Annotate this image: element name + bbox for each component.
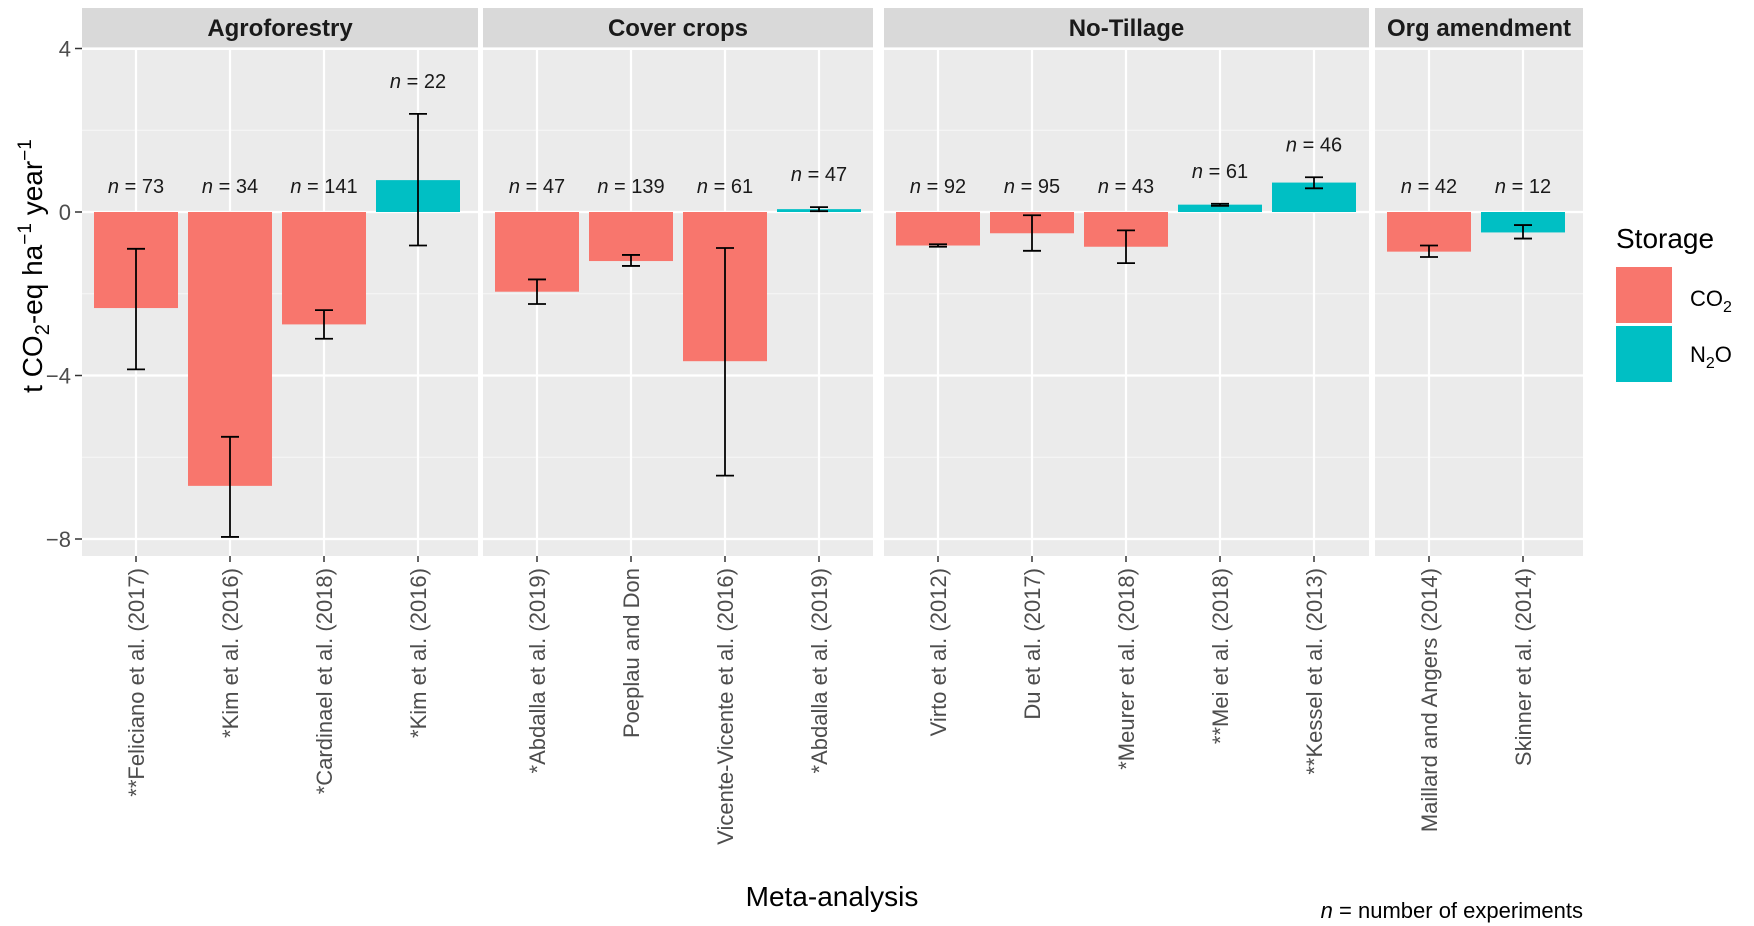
data-label: n = 139 — [597, 176, 664, 198]
data-label: n = 61 — [1192, 161, 1248, 183]
data-label: n = 141 — [290, 176, 357, 198]
x-tick-label: Skinner et al. (2014) — [1511, 568, 1536, 766]
panel-strip — [884, 8, 1369, 48]
data-label: n = 61 — [697, 176, 753, 198]
legend-label-n2o: N2O — [1690, 342, 1732, 372]
y-tick-label: 4 — [59, 37, 71, 62]
x-tick-label: *Kim et al. (2016) — [218, 568, 243, 738]
x-tick-label: *Kim et al. (2016) — [406, 568, 431, 738]
x-tick-label: **Kessel et al. (2013) — [1302, 568, 1327, 775]
data-label: n = 95 — [1004, 176, 1060, 198]
x-tick-label: **Feliciano et al. (2017) — [124, 568, 149, 797]
x-tick-label: Maillard and Angers (2014) — [1417, 568, 1442, 832]
y-tick-label: −8 — [46, 527, 71, 552]
panel-cover-crops: Cover crops n = 47 *Abdalla et al. (2019) n… — [483, 8, 873, 845]
x-tick-label: Virto et al. (2012) — [926, 568, 951, 736]
bar — [896, 212, 980, 246]
x-tick-label: Du et al. (2017) — [1020, 568, 1045, 720]
legend-swatch-n2o — [1616, 326, 1672, 382]
bar — [1481, 212, 1565, 233]
y-axis-title: t CO2-eq ha−1 year−1 — [15, 139, 54, 393]
panel-title: Agroforestry — [207, 15, 353, 42]
legend-title: Storage — [1616, 223, 1714, 254]
data-label: n = 34 — [202, 176, 258, 198]
panel-title: Cover crops — [608, 15, 748, 42]
n-footnote: n = number of experiments — [1321, 898, 1583, 923]
data-label: n = 92 — [910, 176, 966, 198]
y-axis: 4 0 −4 −8 — [46, 37, 82, 552]
legend-swatch-co2 — [1616, 267, 1672, 323]
data-label: n = 22 — [390, 71, 446, 93]
panel-title: Org amendment — [1387, 15, 1571, 42]
x-tick-label: *Abdalla et al. (2019) — [525, 568, 550, 773]
legend: Storage CO2 N2O — [1616, 223, 1732, 382]
x-tick-label: *Cardinael et al. (2018) — [312, 568, 337, 794]
legend-label-co2: CO2 — [1690, 286, 1732, 316]
data-label: n = 73 — [108, 176, 164, 198]
data-label: n = 47 — [791, 164, 847, 186]
bar — [1178, 204, 1262, 212]
x-tick-label: Poeplau and Don — [619, 568, 644, 738]
x-axis-title: Meta-analysis — [746, 881, 919, 912]
y-tick-label: −4 — [46, 364, 71, 389]
data-label: n = 12 — [1495, 176, 1551, 198]
data-label: n = 46 — [1286, 134, 1342, 156]
panel-org-amendment: Org amendment n = 42 Maillard and Angers (… — [1375, 8, 1583, 832]
bar — [282, 212, 366, 325]
panel-strip — [1375, 8, 1583, 48]
x-tick-label: *Abdalla et al. (2019) — [807, 568, 832, 773]
x-tick-label: *Meurer et al. (2018) — [1114, 568, 1139, 770]
data-label: n = 47 — [509, 176, 565, 198]
panel-no-tillage: No-Tillage n = 92 Virto et al. (2012) n = 9… — [884, 8, 1369, 775]
chart-panels: Agroforestry n = 73 **Feliciano et al. (20… — [82, 8, 1583, 845]
bar — [495, 212, 579, 292]
panel-background — [483, 50, 873, 556]
x-tick-label: **Mei et al. (2018) — [1208, 568, 1233, 744]
panel-strip — [82, 8, 478, 48]
y-tick-label: 0 — [59, 200, 71, 225]
data-label: n = 43 — [1098, 176, 1154, 198]
panel-title: No-Tillage — [1069, 15, 1185, 42]
x-tick-label: Vicente-Vicente et al. (2016) — [713, 568, 738, 845]
panel-background — [1375, 50, 1583, 556]
panel-strip — [483, 8, 873, 48]
data-label: n = 42 — [1401, 176, 1457, 198]
panel-agroforestry: Agroforestry n = 73 **Feliciano et al. (20… — [82, 8, 478, 797]
bar — [589, 212, 673, 262]
